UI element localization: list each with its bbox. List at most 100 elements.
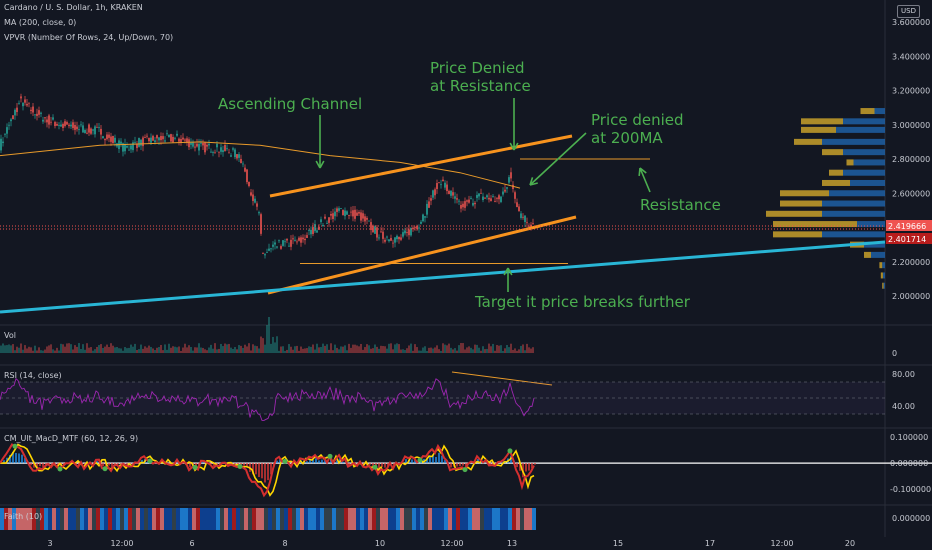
legend-title[interactable]: Cardano / U. S. Dollar, 1h, KRAKEN [4,3,143,12]
volume-bar [392,349,394,353]
candle-body [262,253,264,255]
macd-histogram-bar [477,459,479,464]
faith-cell [252,508,256,530]
faith-cell [20,508,24,530]
faith-cell [176,508,180,530]
faith-cell [292,508,296,530]
faith-cell [384,508,388,530]
annotation-arrowhead [319,160,325,169]
currency-button[interactable]: USD [897,5,920,18]
candle-body [486,195,488,198]
candle-body [258,212,260,214]
volume-bar [132,346,134,353]
time-tick-label: 13 [507,539,517,548]
candle-body [46,119,48,123]
faith-cell [40,508,44,530]
volume-bar [400,349,402,353]
macd-histogram-bar [405,459,407,464]
volume-bar [56,347,58,353]
volume-bar [448,343,450,353]
vpvr-up-bar [829,190,885,197]
volume-bar [526,343,528,353]
faith-cell [140,508,144,530]
volume-bar [314,349,316,353]
legend-vpvr[interactable]: VPVR (Number Of Rows, 24, Up/Down, 70) [4,33,174,42]
volume-bar [188,345,190,353]
candle-body [30,109,32,111]
volume-bar [468,346,470,353]
macd-histogram-bar [246,463,248,468]
volume-bar [286,349,288,353]
macd-histogram-bar [531,463,533,469]
candle-body [26,103,28,106]
volume-bar [200,347,202,353]
legend-macd[interactable]: CM_Ult_MacD_MTF (60, 12, 26, 9) [4,434,139,443]
volume-bar [158,347,160,353]
vpvr-down-bar [766,210,822,217]
volume-bar [446,345,448,353]
faith-cell [52,508,56,530]
volume-bar [232,348,234,353]
candle-body [276,246,278,248]
volume-bar [354,344,356,353]
volume-bar [402,349,404,353]
candle-body [62,123,64,129]
ma-price-badge [886,233,932,244]
legend-faith[interactable]: Faith (10) [4,512,43,521]
faith-cell [280,508,284,530]
faith-cell [168,508,172,530]
candle-body [300,237,302,243]
volume-bar [312,344,314,353]
faith-cell [468,508,472,530]
candle-body [312,227,314,235]
volume-bar [372,348,374,353]
volume-bar [150,346,152,353]
candle-body [174,137,176,139]
faith-cell [532,508,536,530]
volume-bar [474,344,476,353]
legend-vol[interactable]: Vol [4,331,16,340]
faith-cell [152,508,156,530]
candle-body [124,143,126,152]
volume-bar [78,343,80,353]
faith-cell [32,508,36,530]
volume-bar [530,348,532,353]
annotation-arrow [529,132,587,186]
candle-body [476,195,478,198]
volume-bar [434,347,436,353]
macd-cross-dot [12,443,18,449]
candle-body [8,124,10,126]
macd-histogram-bar [261,463,263,479]
vpvr-up-bar [864,241,885,248]
volume-bar [356,345,358,353]
faith-cell [264,508,268,530]
macd-histogram-bar [243,463,245,466]
volume-bar [48,345,50,353]
macd-histogram-bar [516,463,518,468]
volume-bar [226,344,228,353]
candle-body [426,203,428,215]
legend-ma[interactable]: MA (200, close, 0) [4,18,77,27]
faith-cell [484,508,488,530]
time-tick-label: 12:00 [770,539,793,548]
candle-body [374,226,376,234]
volume-bar [302,348,304,353]
time-tick-label: 20 [845,539,855,548]
volume-bar [40,350,42,353]
faith-cell [112,508,116,530]
time-tick-label: 10 [375,539,385,548]
faith-cell [344,508,348,530]
ma-200-line [0,141,521,189]
volume-bar [326,344,328,353]
channel-lower-line [267,215,577,295]
legend-rsi[interactable]: RSI (14, close) [4,371,62,380]
volume-bar [504,348,506,353]
volume-bar [260,336,262,353]
vpvr-up-bar [882,272,885,279]
faith-cell [512,508,516,530]
volume-bar [242,347,244,353]
candle-body [430,198,432,201]
volume-bar [96,346,98,353]
faith-cell [8,508,12,530]
